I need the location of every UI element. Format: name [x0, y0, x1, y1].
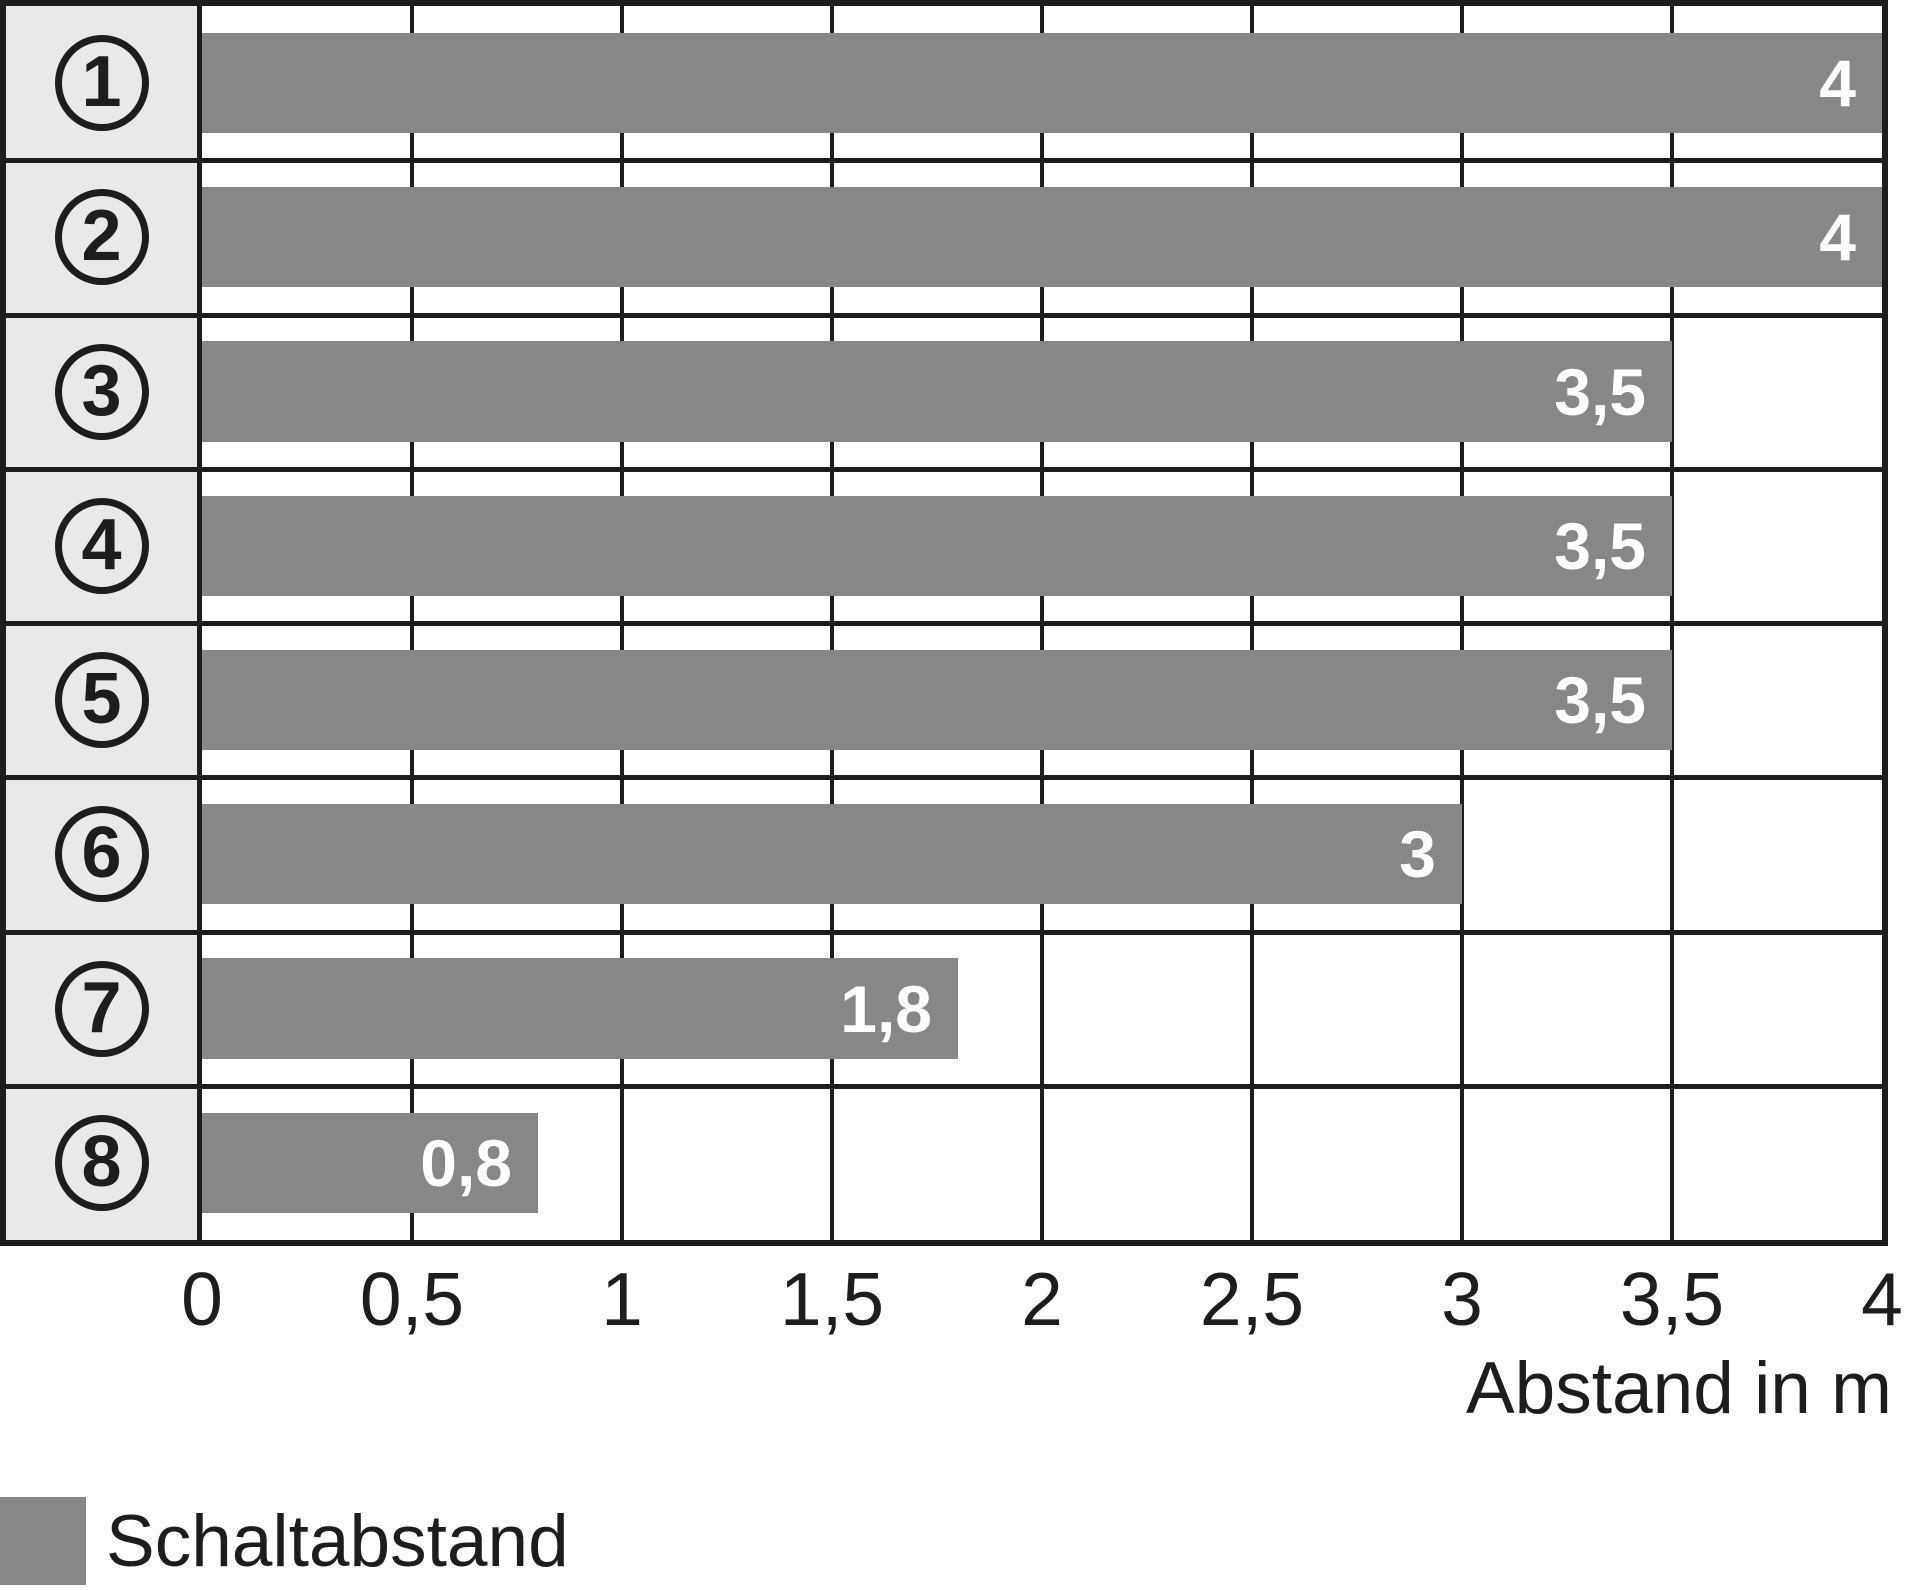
circled-number-badge: 6 — [54, 806, 149, 903]
x-axis-title: Abstand in m — [1465, 1348, 1892, 1429]
legend-label: Schaltabstand — [106, 1500, 569, 1582]
row-separator — [6, 929, 1882, 935]
x-tick-label: 3,5 — [1619, 1257, 1725, 1341]
circled-number-badge: 8 — [54, 1114, 149, 1211]
bar-value-label: 0,8 — [420, 1125, 512, 1200]
x-tick-label: 1 — [601, 1257, 643, 1341]
category-cell: 3 — [6, 315, 197, 469]
x-tick-label: 4 — [1861, 1257, 1903, 1341]
bar: 3 — [202, 804, 1462, 905]
category-cell: 1 — [6, 6, 197, 160]
x-tick-label: 0 — [181, 1257, 223, 1341]
x-tick-label: 3 — [1441, 1257, 1483, 1341]
bar-value-label: 3,5 — [1554, 354, 1646, 429]
bar-value-label: 3 — [1399, 817, 1436, 892]
row-separator — [6, 312, 1882, 318]
row-separator — [6, 158, 1882, 164]
row-separator — [6, 1083, 1882, 1089]
bar-value-label: 3,5 — [1554, 508, 1646, 583]
x-tick-label: 2 — [1021, 1257, 1063, 1341]
x-tick-label: 1,5 — [779, 1257, 885, 1341]
bar-chart: 1 2 3 4 5 6 7 8 4 4 3,5 3,5 3,5 3 1,8 0,8 — [0, 0, 1888, 1246]
x-axis-tick-labels: 0 0,5 1 1,5 2 2,5 3 3,5 4 — [0, 1246, 1920, 1356]
circled-number-badge: 7 — [54, 960, 149, 1057]
x-tick-label: 2,5 — [1199, 1257, 1305, 1341]
row-separator — [6, 466, 1882, 472]
legend: Schaltabstand — [0, 1497, 569, 1585]
bar: 0,8 — [202, 1112, 538, 1213]
bar: 1,8 — [202, 958, 958, 1059]
category-cell: 8 — [6, 1086, 197, 1240]
circled-number-badge: 3 — [54, 343, 149, 440]
x-tick-label: 0,5 — [359, 1257, 465, 1341]
row-separator — [6, 775, 1882, 781]
circled-number-badge: 1 — [54, 35, 149, 132]
bar: 4 — [202, 32, 1882, 134]
bar-value-label: 4 — [1819, 46, 1856, 121]
bar-value-label: 1,8 — [840, 971, 932, 1046]
legend-swatch — [0, 1497, 86, 1585]
row-separator — [6, 621, 1882, 626]
circled-number-badge: 4 — [54, 497, 149, 594]
bar: 3,5 — [202, 649, 1672, 751]
bar: 3,5 — [202, 495, 1672, 596]
category-cell: 6 — [6, 777, 197, 931]
bar-value-label: 4 — [1819, 200, 1856, 275]
category-cell: 2 — [6, 160, 197, 314]
bar-value-label: 3,5 — [1554, 663, 1646, 738]
bar: 4 — [202, 187, 1882, 288]
category-cell: 4 — [6, 469, 197, 623]
circled-number-badge: 5 — [54, 652, 149, 749]
circled-number-badge: 2 — [54, 189, 149, 286]
category-cell: 7 — [6, 932, 197, 1086]
category-cell: 5 — [6, 623, 197, 777]
bar: 3,5 — [202, 341, 1672, 442]
